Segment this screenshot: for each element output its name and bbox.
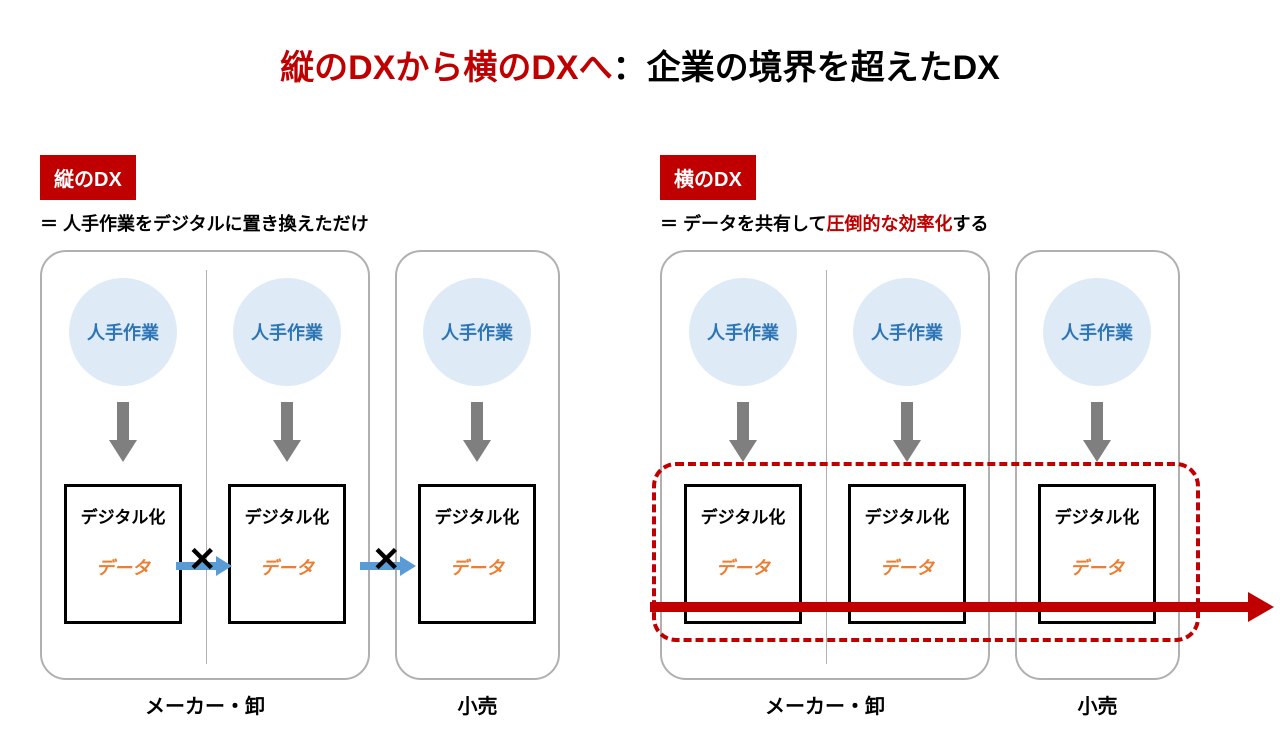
down-arrow-icon — [463, 402, 491, 464]
big-red-arrow-icon — [650, 592, 1280, 622]
down-arrow-icon — [109, 402, 137, 464]
title-part1: 縦のDXから横のDXへ — [280, 49, 612, 87]
column-1: 人手作業 デジタル化 データ — [222, 278, 352, 624]
panel-vertical-dx: 縦のDX ＝ 人手作業をデジタルに置き換えただけ 人手作業 デジタル化 データ … — [40, 155, 600, 730]
manual-work-circle: 人手作業 — [689, 278, 797, 386]
label-maker: メーカー・卸 — [660, 690, 990, 719]
blocked-x-mark: ✕ — [188, 540, 217, 580]
badge-vertical: 縦のDX — [40, 155, 136, 200]
down-arrow-icon — [729, 402, 757, 464]
blocked-x-mark: ✕ — [372, 540, 401, 580]
divider-line — [206, 270, 207, 664]
badge-horizontal: 横のDX — [660, 155, 756, 200]
title-part2: 企業の境界を超えたDX — [647, 49, 1000, 87]
manual-work-circle: 人手作業 — [69, 278, 177, 386]
manual-work-circle: 人手作業 — [423, 278, 531, 386]
manual-work-circle: 人手作業 — [853, 278, 961, 386]
groups-left: 人手作業 デジタル化 データ 人手作業 デジタル化 データ 人手作業 デジタル化… — [40, 250, 600, 730]
column-2: 人手作業 デジタル化 データ — [412, 278, 542, 624]
down-arrow-icon — [893, 402, 921, 464]
groups-right: 人手作業 デジタル化 データ 人手作業 デジタル化 データ 人手作業 デジタル化… — [660, 250, 1220, 730]
page-title: 縦のDXから横のDXへ：企業の境界を超えたDX — [0, 40, 1280, 89]
label-retail: 小売 — [395, 690, 560, 719]
subtitle-horizontal: ＝ データを共有して圧倒的な効率化する — [660, 210, 1220, 236]
subtitle-vertical: ＝ 人手作業をデジタルに置き換えただけ — [40, 210, 600, 236]
digital-box: デジタル化 データ — [64, 484, 182, 624]
manual-work-circle: 人手作業 — [233, 278, 341, 386]
label-retail: 小売 — [1015, 690, 1180, 719]
digital-box: デジタル化 データ — [228, 484, 346, 624]
title-separator: ： — [613, 49, 647, 87]
manual-work-circle: 人手作業 — [1043, 278, 1151, 386]
down-arrow-icon — [273, 402, 301, 464]
down-arrow-icon — [1083, 402, 1111, 464]
digital-box: デジタル化 データ — [418, 484, 536, 624]
label-maker: メーカー・卸 — [40, 690, 370, 719]
column-0: 人手作業 デジタル化 データ — [58, 278, 188, 624]
panel-horizontal-dx: 横のDX ＝ データを共有して圧倒的な効率化する 人手作業 デジタル化 データ … — [660, 155, 1220, 730]
